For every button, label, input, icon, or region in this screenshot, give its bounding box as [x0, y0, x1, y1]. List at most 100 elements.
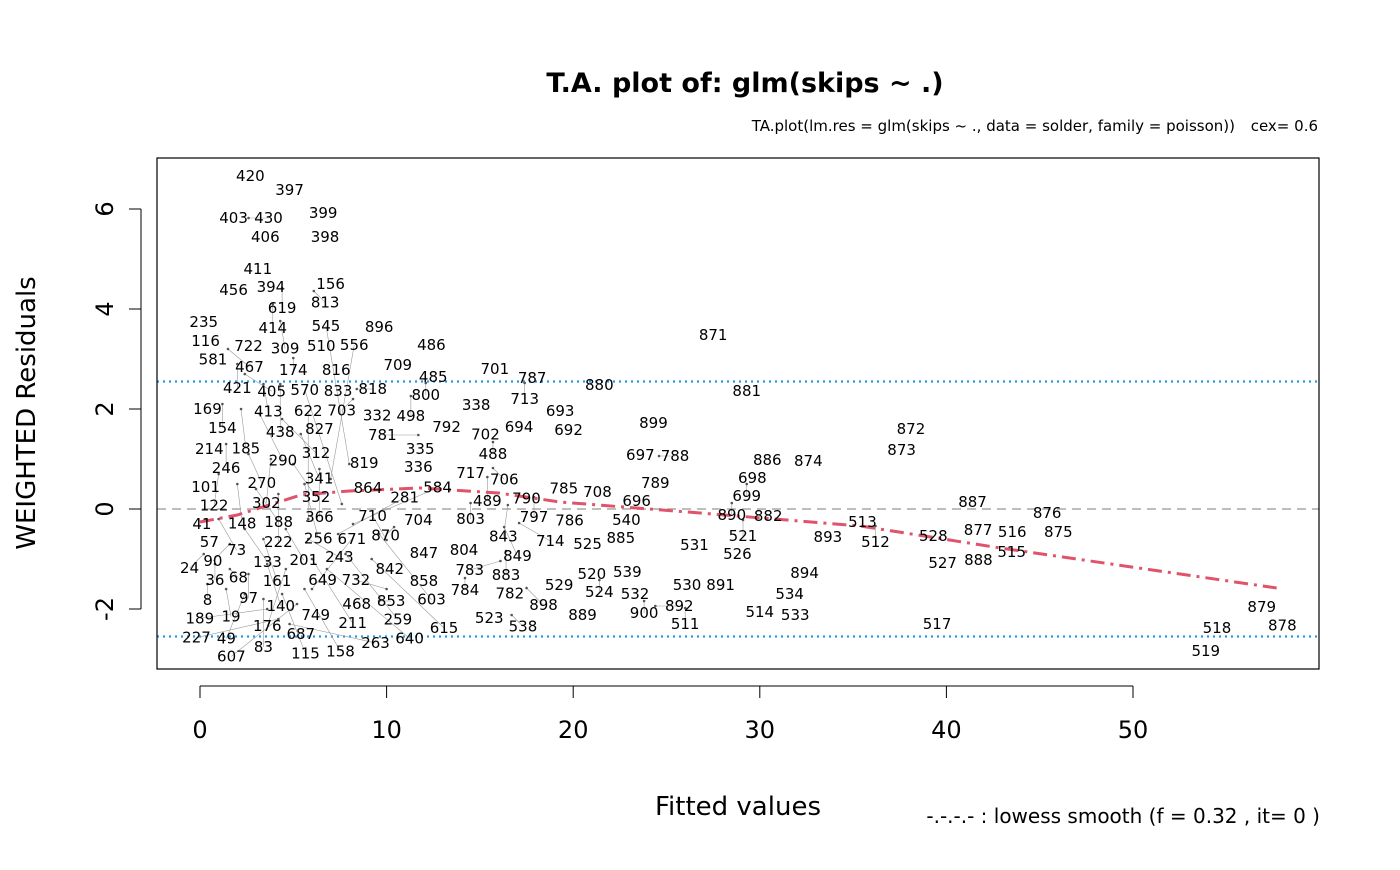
point-marker-706 — [491, 466, 495, 470]
point-marker-892 — [654, 604, 657, 608]
y-tick-label--2: -2 — [91, 597, 119, 621]
point-label-222: 222 — [264, 533, 293, 551]
leader-line-263 — [289, 623, 376, 644]
leader-line-19 — [225, 588, 232, 617]
point-label-512: 512 — [861, 533, 890, 551]
point-label-414: 414 — [258, 319, 287, 337]
point-label-529: 529 — [545, 576, 574, 594]
point-label-864: 864 — [354, 479, 383, 497]
point-label-188: 188 — [264, 513, 293, 531]
point-label-169: 169 — [193, 400, 222, 418]
point-label-411: 411 — [244, 260, 273, 278]
leader-line-584 — [352, 487, 438, 525]
point-marker-312 — [280, 417, 284, 421]
leader-line-870 — [385, 526, 395, 536]
point-marker-900 — [642, 599, 646, 603]
leader-line-849 — [503, 526, 518, 557]
leader-line-270 — [248, 453, 263, 484]
point-label-886: 886 — [753, 451, 782, 469]
point-label-696: 696 — [622, 492, 651, 510]
point-label-397: 397 — [275, 181, 304, 199]
point-label-534: 534 — [775, 585, 804, 603]
point-label-366: 366 — [305, 508, 334, 526]
point-label-176: 176 — [253, 617, 282, 635]
point-marker-843 — [506, 503, 510, 507]
point-label-704: 704 — [404, 511, 433, 529]
leader-line-467 — [227, 348, 250, 368]
point-label-211: 211 — [338, 614, 367, 632]
point-label-698: 698 — [738, 469, 767, 487]
point-marker-259 — [344, 552, 347, 556]
leader-line-227 — [196, 618, 279, 638]
point-marker-243 — [306, 537, 310, 541]
leader-line-122 — [213, 473, 219, 506]
point-marker-430 — [247, 216, 250, 220]
point-label-515: 515 — [997, 543, 1026, 561]
point-label-894: 894 — [790, 564, 819, 582]
point-marker-556 — [329, 477, 332, 481]
point-label-713: 713 — [510, 390, 539, 408]
point-label-818: 818 — [358, 380, 387, 398]
point-label-24: 24 — [180, 559, 199, 577]
point-label-526: 526 — [723, 545, 752, 563]
leader-line-302 — [266, 458, 272, 503]
point-label-693: 693 — [546, 402, 575, 420]
point-label-879: 879 — [1247, 598, 1276, 616]
point-label-710: 710 — [358, 507, 387, 525]
point-label-302: 302 — [252, 494, 281, 512]
point-marker-161 — [262, 537, 265, 541]
point-label-789: 789 — [641, 474, 670, 492]
point-label-532: 532 — [621, 585, 650, 603]
point-marker-154 — [221, 402, 224, 406]
point-marker-781 — [417, 433, 420, 437]
leader-line-603 — [378, 533, 432, 600]
point-label-281: 281 — [390, 488, 419, 506]
point-label-873: 873 — [887, 441, 916, 459]
point-label-782: 782 — [495, 585, 524, 603]
leader-line-714 — [518, 522, 551, 542]
leader-line-671 — [311, 538, 353, 590]
leader-line-281 — [337, 497, 405, 535]
point-marker-732 — [385, 587, 388, 591]
point-marker-818 — [355, 387, 359, 391]
leader-line-133 — [244, 528, 268, 563]
leader-line-732 — [355, 579, 387, 590]
point-label-489: 489 — [473, 492, 502, 510]
point-label-259: 259 — [384, 611, 413, 629]
leader-line-309 — [279, 320, 286, 349]
leader-line-898 — [526, 587, 544, 606]
point-label-900: 900 — [630, 604, 659, 622]
leader-line-185 — [240, 408, 247, 449]
point-label-73: 73 — [227, 541, 246, 559]
point-marker-97 — [247, 572, 250, 576]
point-label-722: 722 — [234, 337, 263, 355]
point-marker-438 — [278, 382, 282, 386]
point-label-899: 899 — [639, 414, 668, 432]
point-label-49: 49 — [217, 629, 236, 647]
point-label-517: 517 — [923, 615, 952, 633]
point-marker-671 — [310, 587, 314, 591]
point-marker-622 — [306, 517, 310, 521]
point-label-352: 352 — [302, 488, 331, 506]
point-label-732: 732 — [342, 571, 371, 589]
x-tick-label-0: 0 — [192, 716, 207, 744]
leader-line-405 — [244, 373, 272, 392]
point-marker-133 — [243, 527, 247, 531]
point-label-687: 687 — [286, 625, 315, 643]
point-label-871: 871 — [699, 326, 728, 344]
point-label-540: 540 — [612, 511, 641, 529]
leader-line-243 — [308, 538, 340, 558]
point-marker-158 — [303, 587, 306, 591]
leader-line-140 — [266, 563, 282, 606]
point-label-243: 243 — [325, 548, 354, 566]
point-label-156: 156 — [316, 275, 345, 293]
point-label-270: 270 — [247, 474, 276, 492]
x-tick-label-30: 30 — [745, 716, 776, 744]
point-label-898: 898 — [529, 596, 558, 614]
x-tick-label-50: 50 — [1118, 716, 1149, 744]
point-label-556: 556 — [340, 336, 369, 354]
point-label-878: 878 — [1268, 617, 1297, 635]
point-label-438: 438 — [266, 423, 295, 441]
leader-line-49 — [226, 593, 246, 639]
point-label-619: 619 — [268, 299, 297, 317]
